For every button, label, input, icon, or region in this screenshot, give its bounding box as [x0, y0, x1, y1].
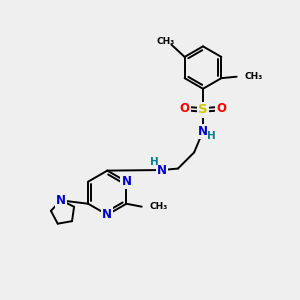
Text: N: N [56, 194, 66, 207]
Text: CH₃: CH₃ [149, 202, 167, 211]
Text: N: N [122, 175, 131, 188]
Text: N: N [102, 208, 112, 221]
Text: CH₃: CH₃ [244, 72, 262, 81]
Text: N: N [198, 125, 208, 138]
Text: H: H [207, 131, 216, 142]
Text: N: N [157, 164, 167, 176]
Text: S: S [198, 103, 208, 116]
Text: O: O [216, 102, 226, 115]
Text: CH₃: CH₃ [157, 37, 175, 46]
Text: O: O [180, 102, 190, 115]
Text: H: H [150, 157, 159, 167]
